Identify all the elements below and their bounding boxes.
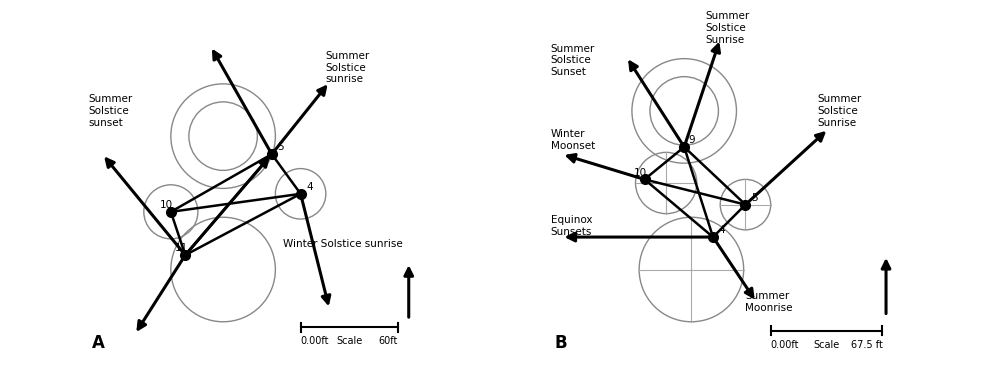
Text: Winter
Moonset: Winter Moonset — [551, 129, 595, 150]
Text: 4: 4 — [306, 182, 312, 192]
Text: Summer
Solstice
Sunset: Summer Solstice Sunset — [551, 44, 595, 77]
Text: Winter Solstice sunrise: Winter Solstice sunrise — [283, 239, 403, 249]
Text: Summer
Solstice
sunrise: Summer Solstice sunrise — [325, 51, 370, 84]
Text: Scale: Scale — [336, 336, 362, 346]
Text: Summer
Moonrise: Summer Moonrise — [745, 291, 793, 313]
Text: 5: 5 — [277, 142, 284, 152]
Text: 9: 9 — [688, 135, 695, 145]
Text: Scale: Scale — [813, 340, 839, 350]
Text: 67.5 ft: 67.5 ft — [850, 340, 883, 350]
Text: 0.00ft: 0.00ft — [301, 336, 329, 346]
Text: 4: 4 — [718, 225, 725, 235]
Text: 10: 10 — [160, 200, 174, 210]
Text: 60ft: 60ft — [379, 336, 398, 346]
Text: A: A — [91, 335, 104, 352]
Text: Summer
Solstice
Sunrise: Summer Solstice Sunrise — [817, 94, 862, 127]
Text: Equinox
Sunsets: Equinox Sunsets — [551, 216, 592, 237]
Text: 11: 11 — [175, 243, 187, 253]
Text: Summer
Solstice
sunset: Summer Solstice sunset — [88, 94, 132, 127]
Text: B: B — [555, 335, 567, 352]
Text: Summer
Solstice
Sunrise: Summer Solstice Sunrise — [706, 11, 750, 45]
Text: 0.00ft: 0.00ft — [771, 340, 800, 350]
Text: 10: 10 — [634, 168, 647, 178]
Text: 5: 5 — [751, 193, 758, 203]
